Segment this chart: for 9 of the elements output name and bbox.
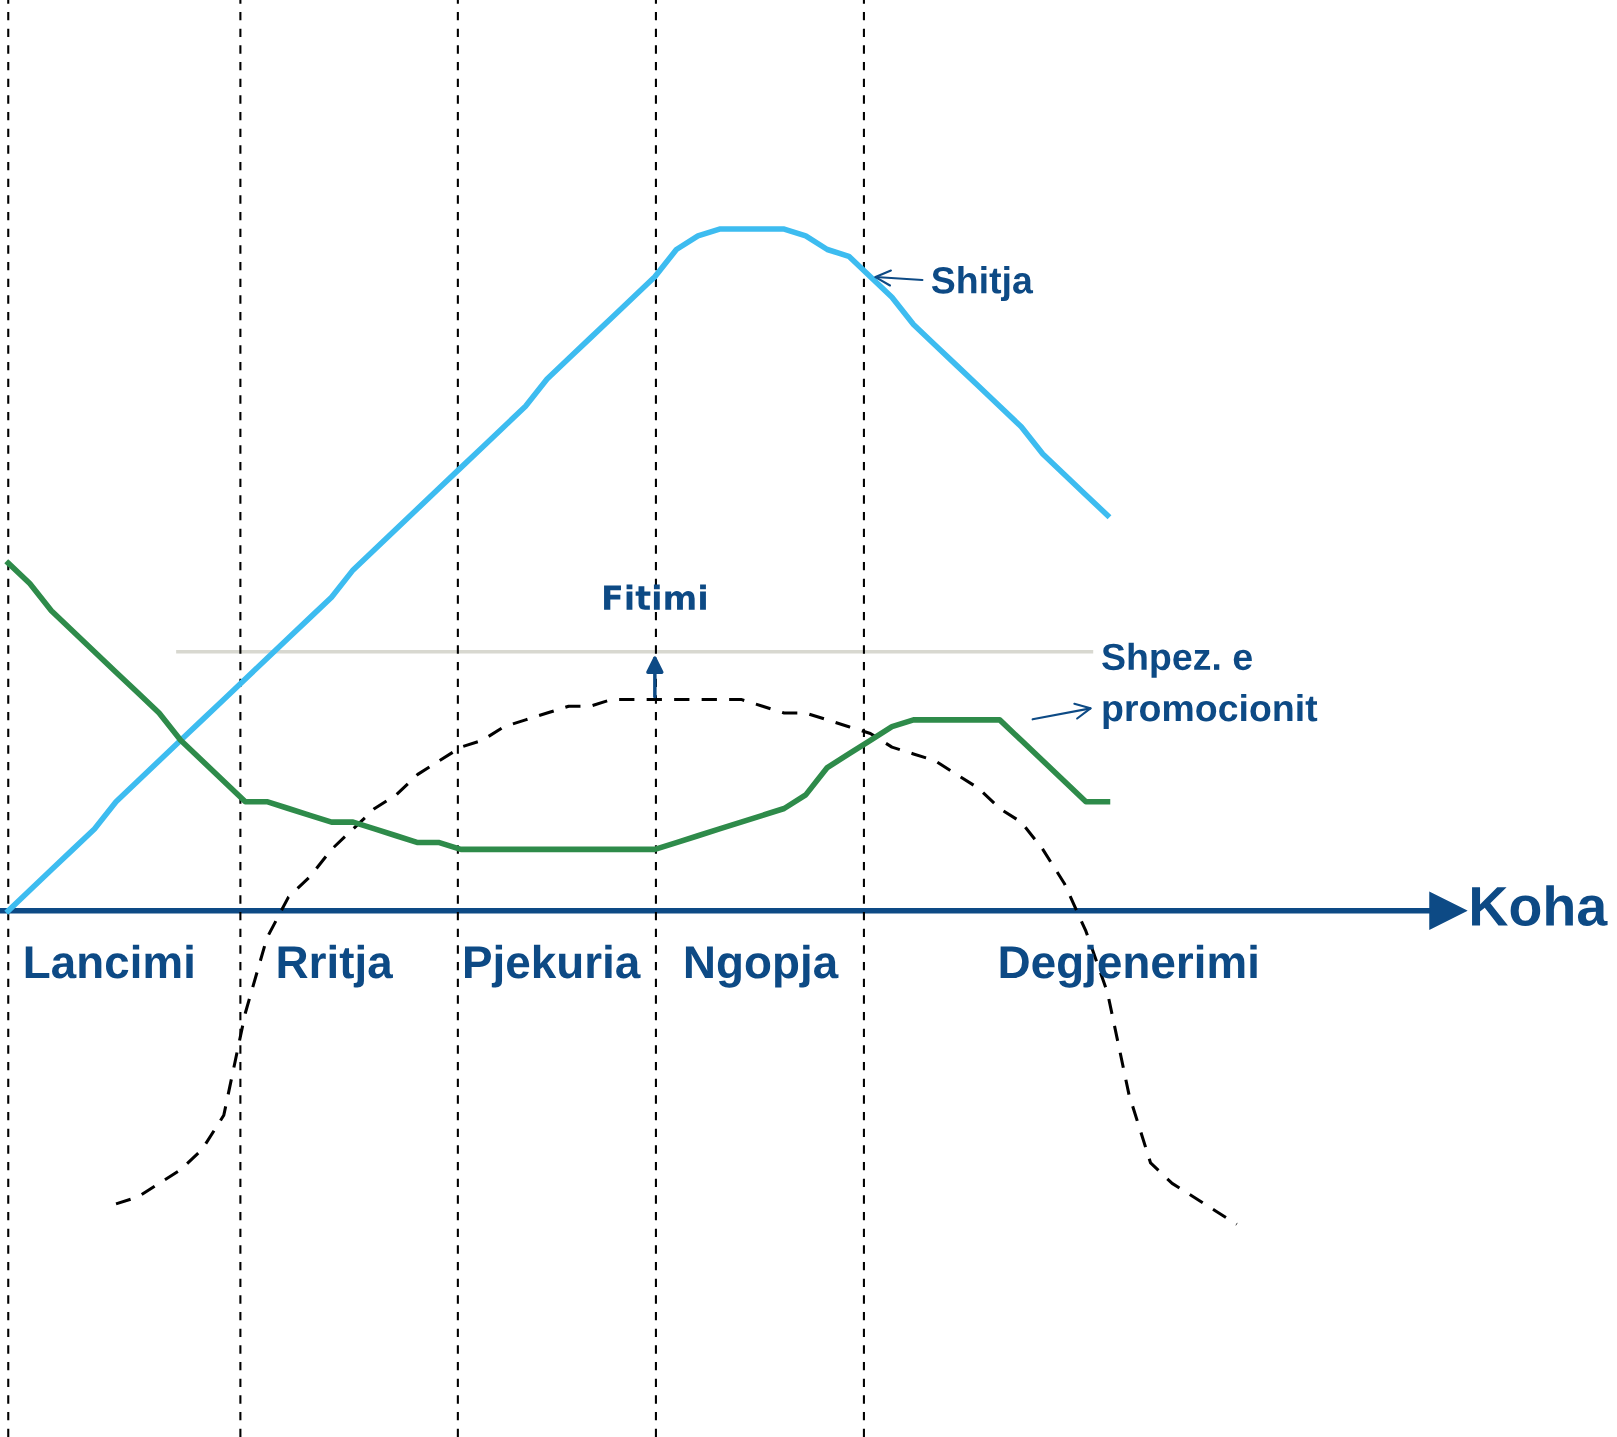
text: Fitimi	[604, 584, 706, 610]
annotation: Degjenerimi	[1000, 944, 1257, 988]
annotation: Lancimi	[25, 944, 193, 979]
annotation: Pjekuria	[465, 944, 641, 988]
series-label: Shpez. e promocionit	[1102, 642, 1318, 729]
annotation: Ngopja	[685, 944, 839, 988]
series-label: Shitja	[931, 266, 1034, 302]
annotation: Rritja	[278, 944, 393, 988]
x-axis-title: Koha	[1472, 885, 1608, 926]
